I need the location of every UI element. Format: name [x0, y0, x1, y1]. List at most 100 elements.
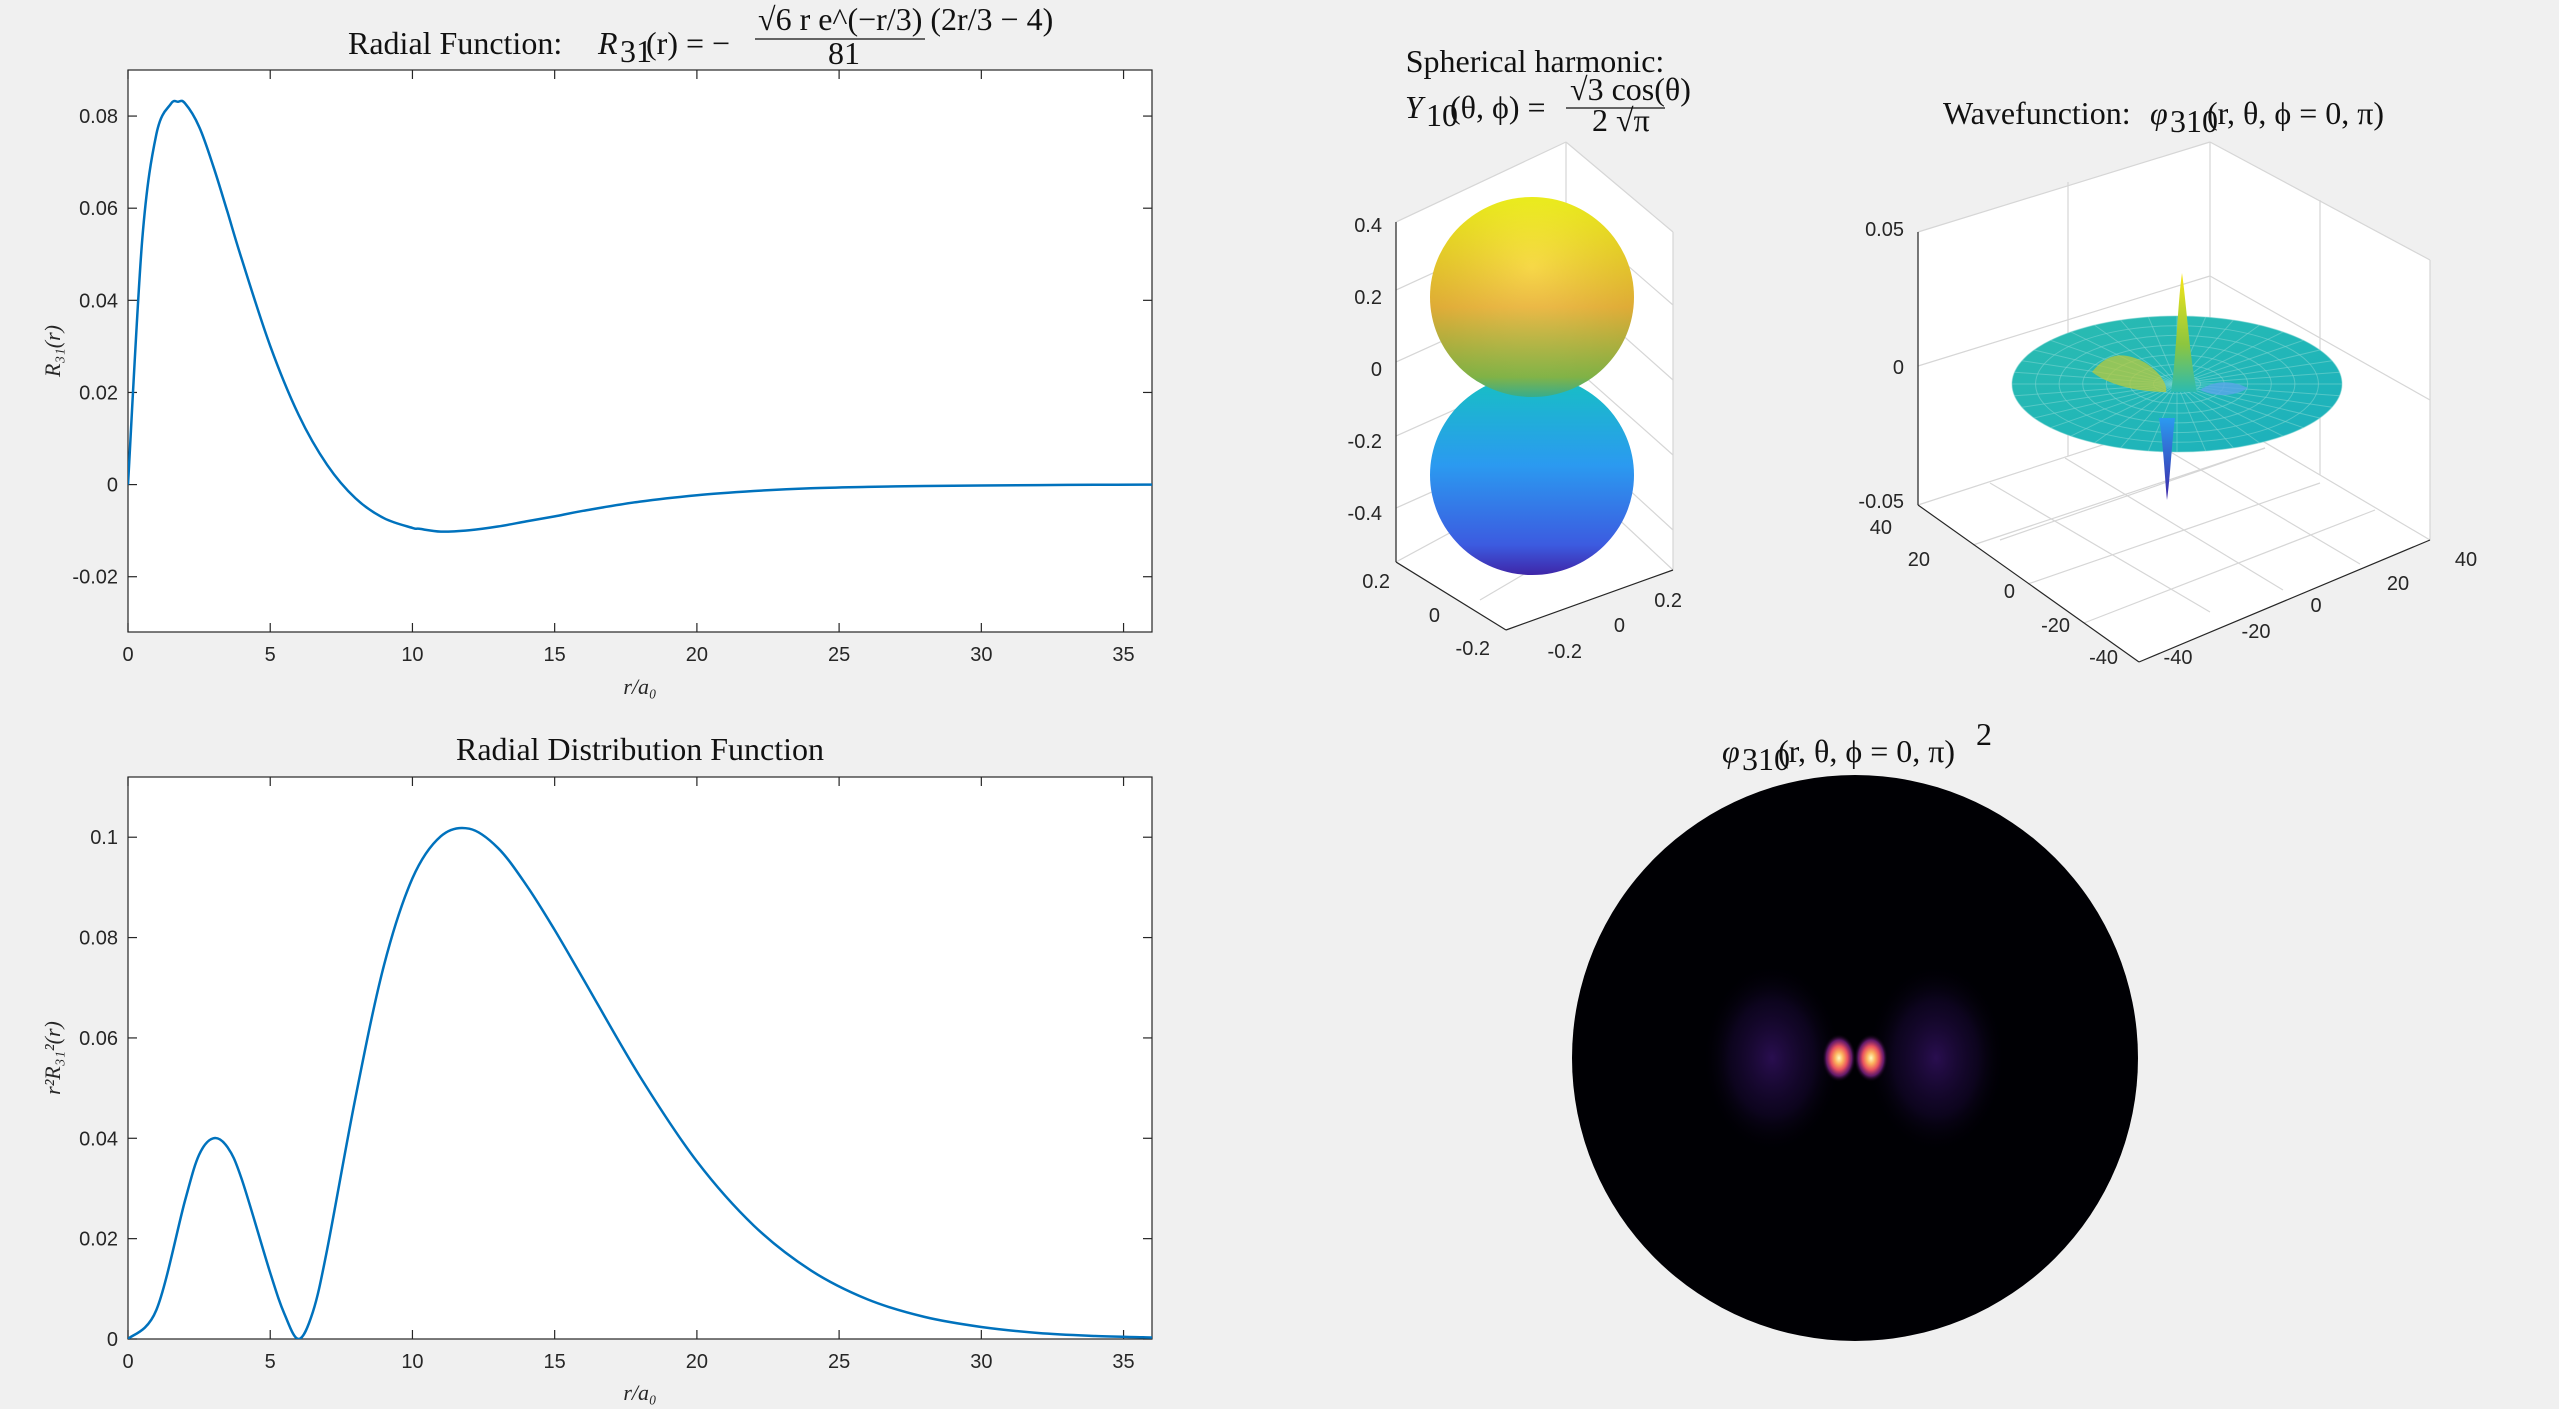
- radial-ytick-label: 0.02: [79, 382, 118, 404]
- wf-title-text: Wavefunction:: [1943, 95, 2131, 131]
- radial-ytick-label: 0.04: [79, 290, 118, 312]
- radial-ytick-label: 0.06: [79, 198, 118, 220]
- den-title-sup: 2: [1976, 716, 1992, 752]
- sph-ztick-label: 0: [1371, 359, 1382, 381]
- wf-ztick-label: 0: [1893, 357, 1904, 379]
- radial-ylabel: R₃₁(r): [40, 325, 65, 378]
- sph-ztick-label: 0.2: [1354, 287, 1382, 309]
- density-lobe-left: [1822, 1034, 1856, 1082]
- sph-ztick-label: -0.4: [1348, 503, 1382, 525]
- wf-xtick-label: -20: [2041, 615, 2070, 637]
- radial-title-text: Radial Function:: [348, 25, 562, 61]
- sph-ytick-label: 0: [1614, 615, 1625, 637]
- rdf-series-line: [128, 826, 1152, 1339]
- radial-xtick-label: 5: [265, 644, 276, 666]
- sph-xtick-label: -0.2: [1456, 638, 1490, 660]
- sph-title-den: 2 √π: [1592, 102, 1650, 138]
- rdf-ytick-label: 0.04: [79, 1128, 118, 1150]
- rdf-xtick-label: 15: [544, 1351, 566, 1373]
- radial-title-rest: (r) = −: [646, 25, 730, 61]
- rdf-panel: Radial Distribution Function 0 5 10 15 20 25 3…: [40, 731, 1153, 1405]
- radial-xtick-label: 30: [970, 644, 992, 666]
- sph-title-lhs: Y: [1405, 89, 1426, 125]
- sph-title-sub: 10: [1426, 97, 1458, 133]
- density-panel: φ 310 (r, θ, ϕ = 0, π) 2: [1572, 716, 2138, 1341]
- radial-title-num: √6 r e^(−r/3) (2r/3 − 4): [758, 1, 1053, 37]
- wf-ztick-label: 0.05: [1865, 219, 1904, 241]
- wavefunction-panel: Wavefunction: φ 310 (r, θ, ϕ = 0, π): [1858, 95, 2477, 669]
- rdf-axes-box: [127, 776, 1153, 1340]
- sph-axes-lines: [1395, 222, 1674, 631]
- rdf-ytick-label: 0.02: [79, 1229, 118, 1251]
- den-title-sub: 310: [1742, 741, 1790, 777]
- rdf-xtick-label: 20: [686, 1351, 708, 1373]
- sph-ytick-label: -0.2: [1548, 641, 1582, 663]
- wf-xtick-label: 20: [1908, 549, 1930, 571]
- sph-xtick-label: 0: [1429, 605, 1440, 627]
- wf-positive-lobe-left: [2092, 355, 2167, 392]
- sph-lobe-bottom: [1430, 375, 1634, 575]
- wf-ytick-label: -20: [2242, 621, 2271, 643]
- radial-function-panel: Radial Function: R 31 (r) = − √6 r e^(−r…: [40, 1, 1153, 699]
- radial-series-line: [128, 99, 1152, 533]
- wf-xtick-label: -40: [2089, 647, 2118, 669]
- wf-ticks: 0.05 0 -0.05 40 20 0 -20 -40 -40 -20 0 20 40: [1858, 219, 2477, 669]
- radial-xtick-label: 35: [1112, 644, 1134, 666]
- wf-negative-lobe-right: [2200, 382, 2248, 396]
- density-haze-right: [1866, 963, 2006, 1153]
- wf-xtick-label: 0: [2004, 581, 2015, 603]
- sph-title-num: √3 cos(θ): [1570, 71, 1691, 107]
- rdf-ytick-label: 0.06: [79, 1028, 118, 1050]
- wf-title-lhs: φ: [2150, 95, 2168, 131]
- wf-xtick-label: 40: [1870, 517, 1892, 539]
- radial-title-lhs: R: [597, 25, 618, 61]
- sph-title-line1: Spherical harmonic:: [1406, 43, 1665, 79]
- rdf-ytick-label: 0: [107, 1329, 118, 1351]
- radial-xtick-label: 20: [686, 644, 708, 666]
- sph-ztick-label: -0.2: [1348, 431, 1382, 453]
- wf-ztick-label: -0.05: [1858, 491, 1904, 513]
- density-lobe-right: [1854, 1034, 1888, 1082]
- rdf-ytick-label: 0.08: [79, 928, 118, 950]
- rdf-xtick-label: 25: [828, 1351, 850, 1373]
- radial-xtick-label: 25: [828, 644, 850, 666]
- wf-ytick-label: 20: [2387, 573, 2409, 595]
- wf-ytick-label: 0: [2310, 595, 2321, 617]
- wf-ytick-label: 40: [2455, 549, 2477, 571]
- wf-title-args: (r, θ, ϕ = 0, π): [2207, 95, 2384, 131]
- wf-surface: [2011, 273, 2343, 500]
- radial-xtick-label: 10: [401, 644, 423, 666]
- radial-axes-box: [127, 69, 1153, 633]
- rdf-ylabel: r²R₃₁²(r): [40, 1021, 65, 1095]
- wf-title-sub: 310: [2170, 103, 2218, 139]
- sph-xtick-label: 0.2: [1362, 571, 1390, 593]
- sph-ytick-label: 0.2: [1654, 590, 1682, 612]
- den-title-lhs: φ: [1722, 733, 1740, 769]
- rdf-xtick-label: 5: [265, 1351, 276, 1373]
- radial-xtick-label: 15: [544, 644, 566, 666]
- rdf-xtick-label: 30: [970, 1351, 992, 1373]
- wf-ytick-label: -40: [2164, 647, 2193, 669]
- wf-axes-lines: [1917, 232, 2431, 663]
- sph-ticks: 0.4 0.2 0 -0.2 -0.4 0.2 0 -0.2 -0.2 0 0.2: [1348, 215, 1682, 663]
- density-haze-left: [1702, 963, 1842, 1153]
- wf-positive-spike: [2171, 273, 2197, 392]
- radial-ytick-label: 0: [107, 475, 118, 497]
- radial-xtick-label: 0: [122, 644, 133, 666]
- rdf-xtick-label: 0: [122, 1351, 133, 1373]
- radial-ytick-label: 0.08: [79, 106, 118, 128]
- rdf-ticks: 0 5 10 15 20 25 30 35 0 0.02 0.04 0.06 0.08 0.1: [79, 777, 1152, 1373]
- radial-ytick-label: -0.02: [72, 567, 118, 589]
- rdf-title: Radial Distribution Function: [456, 731, 824, 767]
- sph-title-args: (θ, ϕ) =: [1450, 89, 1546, 125]
- spherical-harmonic-panel: Spherical harmonic: Y 10 (θ, ϕ) = √3 cos…: [1348, 43, 1691, 663]
- wf-negative-spike: [2159, 418, 2175, 500]
- den-title-args: (r, θ, ϕ = 0, π): [1778, 733, 1955, 769]
- sph-ztick-label: 0.4: [1354, 215, 1382, 237]
- rdf-ytick-label: 0.1: [90, 827, 118, 849]
- radial-title-den: 81: [828, 35, 860, 71]
- radial-xlabel: r/a₀: [623, 674, 656, 699]
- rdf-xtick-label: 35: [1112, 1351, 1134, 1373]
- rdf-xlabel: r/a₀: [623, 1380, 656, 1405]
